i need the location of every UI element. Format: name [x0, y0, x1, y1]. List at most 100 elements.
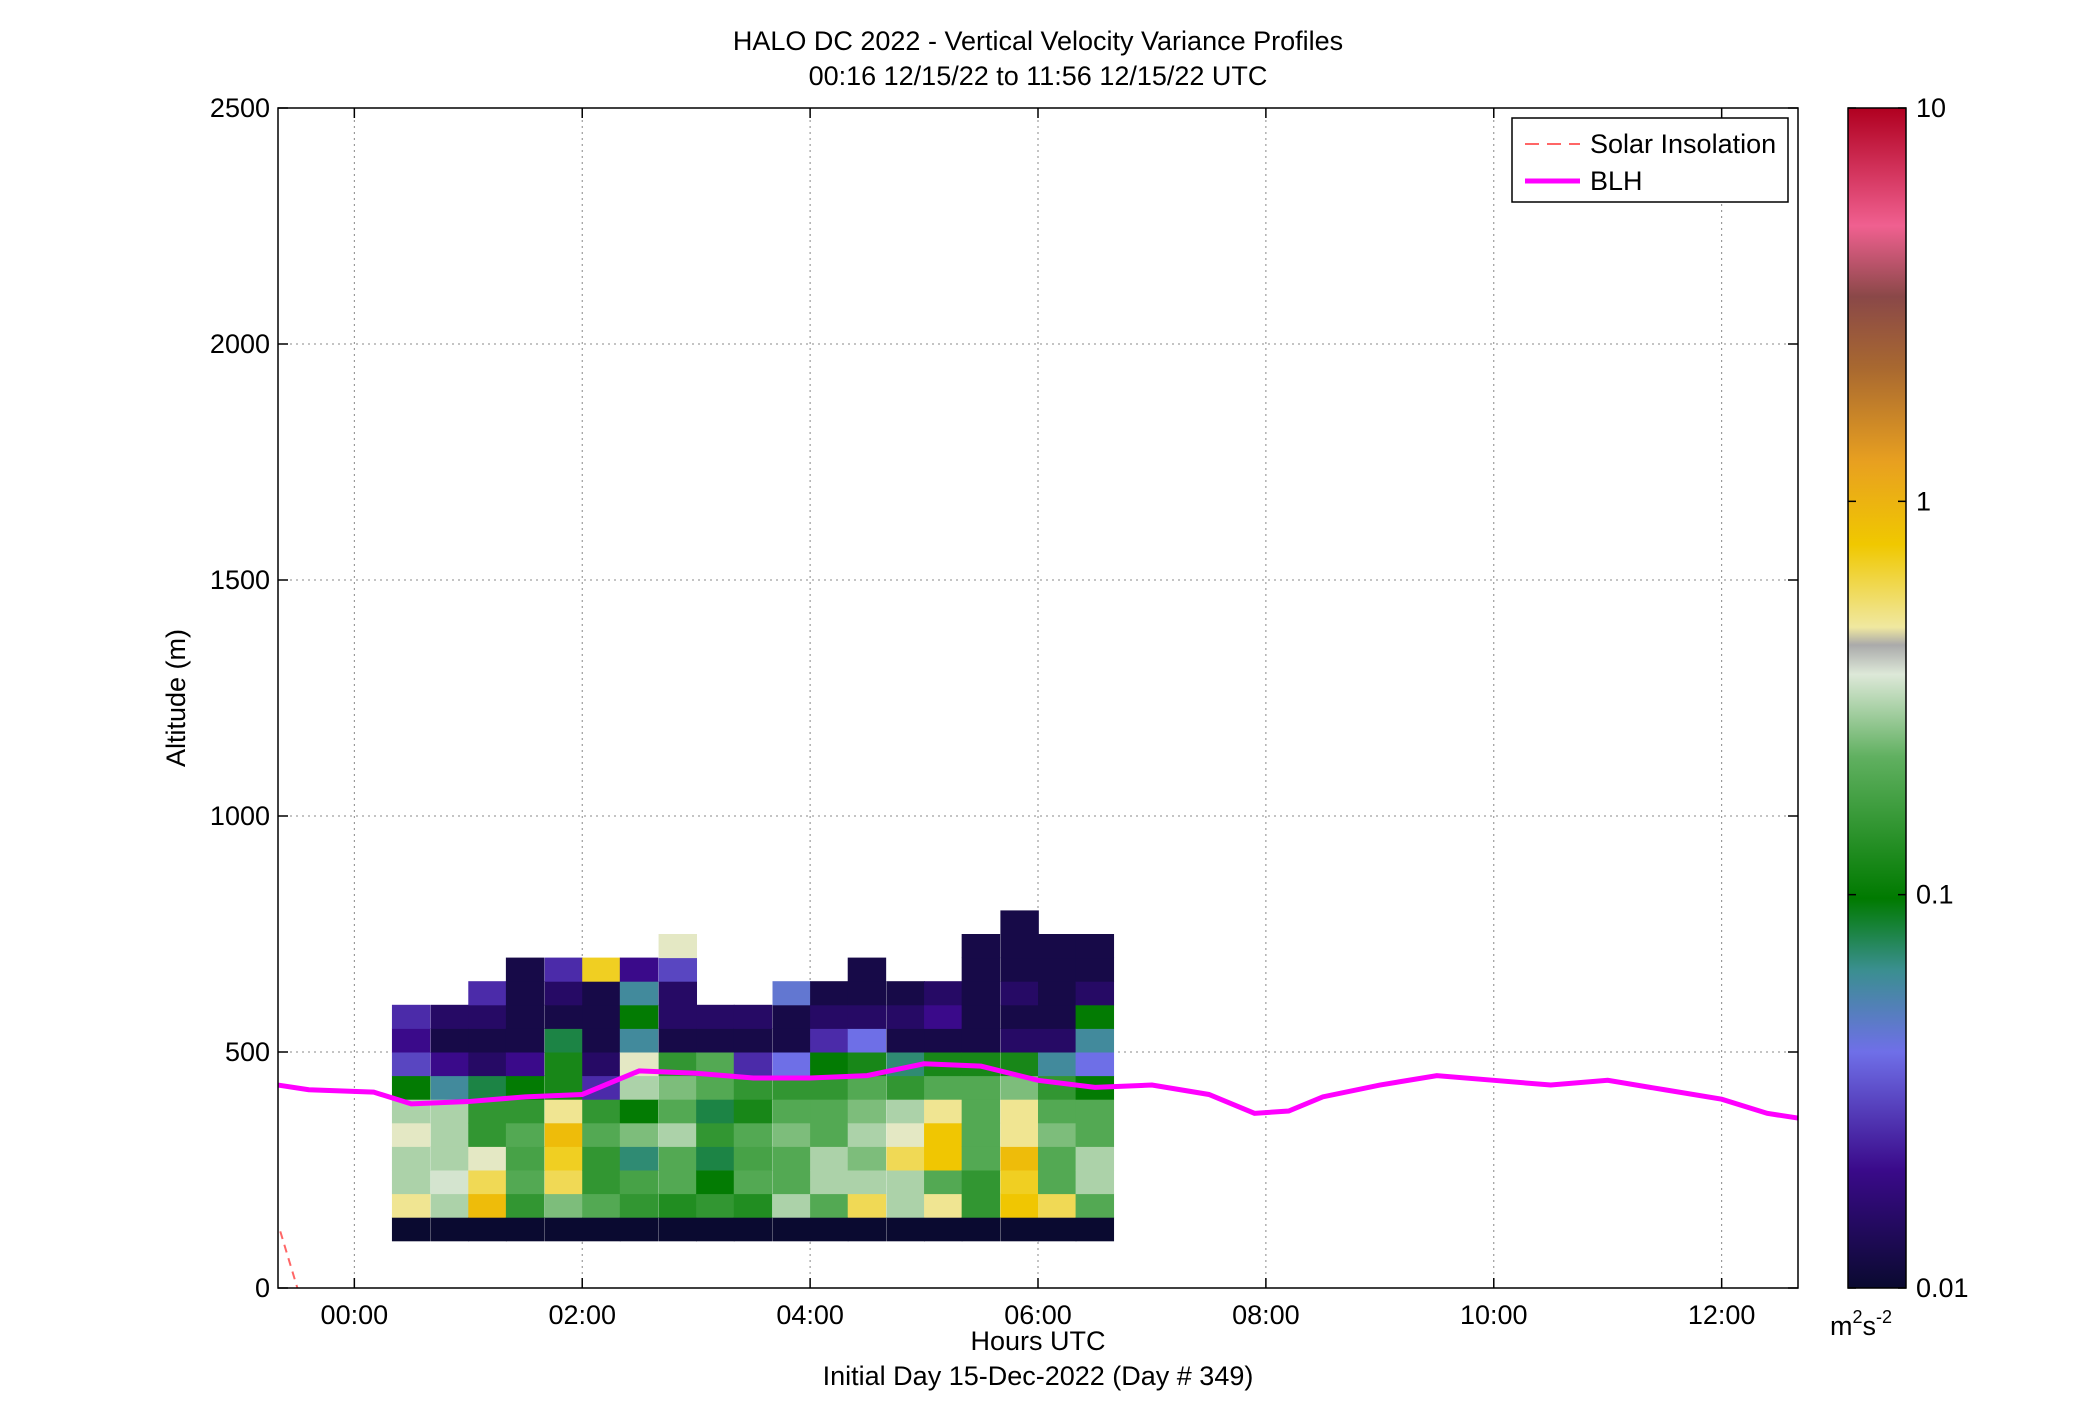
heatmap-cell	[961, 981, 1001, 1006]
colorbar-tick-label: 1	[1916, 486, 1931, 516]
heatmap-cell	[961, 1146, 1001, 1171]
heatmap-cell	[505, 1099, 545, 1124]
heatmap-cell	[658, 1146, 698, 1171]
heatmap-cell	[733, 1170, 773, 1195]
heatmap-cell	[1075, 1052, 1115, 1077]
heatmap-cell	[924, 1217, 963, 1242]
heatmap-cell	[619, 1170, 659, 1195]
heatmap-cell	[505, 1052, 545, 1077]
heatmap-cell	[619, 1122, 659, 1147]
heatmap-cell	[847, 957, 887, 982]
heatmap-cell	[1075, 1170, 1115, 1195]
heatmap-cell	[468, 1052, 507, 1077]
heatmap-cell	[733, 1122, 773, 1147]
heatmap-cell	[430, 1028, 470, 1053]
heatmap-cell	[619, 1193, 659, 1218]
heatmap-cell	[619, 1004, 659, 1029]
series-lines	[277, 1061, 1799, 1289]
heatmap-cell	[733, 1146, 773, 1171]
heatmap-cell	[847, 1122, 887, 1147]
heatmap-cell	[810, 1217, 849, 1242]
heatmap-cell	[430, 1004, 470, 1029]
heatmap-cell	[544, 1193, 584, 1218]
heatmap-cell	[544, 1052, 584, 1077]
heatmap-cell	[810, 1099, 849, 1124]
heatmap-cell	[924, 1004, 963, 1029]
heatmap-cell	[696, 1028, 735, 1053]
heatmap-cell	[505, 1170, 545, 1195]
heatmap-cell	[430, 1146, 470, 1171]
heatmap-cell	[544, 1099, 584, 1124]
heatmap-cell	[658, 1075, 698, 1100]
heatmap-cell	[733, 1004, 773, 1029]
heatmap-cell	[961, 1193, 1001, 1218]
heatmap-cell	[658, 1028, 698, 1053]
heatmap-cell	[810, 981, 849, 1006]
heatmap-cell	[886, 1217, 925, 1242]
heatmap-cell	[886, 981, 925, 1006]
heatmap-cell	[961, 1217, 1001, 1242]
heatmap-cell	[468, 1170, 507, 1195]
heatmap-cell	[391, 1217, 431, 1242]
heatmap-cell	[886, 1170, 925, 1195]
heatmap-cell	[1038, 1146, 1077, 1171]
heatmap-cell	[886, 1122, 925, 1147]
heatmap-cell	[1038, 1052, 1077, 1077]
heatmap-cell	[1075, 957, 1115, 982]
heatmap-cell	[1000, 1146, 1039, 1171]
heatmap-cell	[391, 1052, 431, 1077]
x-tick-label: 12:00	[1688, 1300, 1756, 1330]
heatmap-cell	[582, 1028, 621, 1053]
heatmap-cell	[1075, 1004, 1115, 1029]
heatmap-cell	[619, 1217, 659, 1242]
heatmap-cell	[772, 1099, 811, 1124]
heatmap-cell	[544, 1146, 584, 1171]
heatmap-cell	[505, 1028, 545, 1053]
chart-title: HALO DC 2022 - Vertical Velocity Varianc…	[733, 26, 1343, 56]
legend-blh-label: BLH	[1590, 166, 1643, 196]
heatmap-cell	[430, 1193, 470, 1218]
heatmap-cell	[505, 1004, 545, 1029]
heatmap-cell	[505, 981, 545, 1006]
heatmap-cell	[886, 1075, 925, 1100]
heatmap-cell	[961, 1075, 1001, 1100]
heatmap-cell	[961, 1170, 1001, 1195]
heatmap-cell	[544, 1004, 584, 1029]
heatmap-cell	[1000, 910, 1039, 935]
heatmap-cell	[619, 981, 659, 1006]
legend-box	[1511, 117, 1789, 203]
heatmap-cell	[696, 1004, 735, 1029]
x-ticks: 00:00 02:00 04:00 06:00 08:00 10:00 12:00	[321, 108, 1756, 1330]
chart-subtitle: 00:16 12/15/22 to 11:56 12/15/22 UTC	[809, 61, 1268, 91]
heatmap-cell	[733, 1099, 773, 1124]
heatmap-cell	[1075, 1099, 1115, 1124]
heatmap-cell	[391, 1122, 431, 1147]
heatmap-cell	[619, 1146, 659, 1171]
heatmap-cell	[582, 1004, 621, 1029]
heatmap-cell	[961, 1028, 1001, 1053]
heatmap-cell	[658, 1170, 698, 1195]
heatmap-cell	[810, 1170, 849, 1195]
heatmap-cell	[1075, 1193, 1115, 1218]
heatmap-cell	[1075, 981, 1115, 1006]
heatmap-cell	[582, 981, 621, 1006]
heatmap-cell	[772, 1146, 811, 1171]
heatmap-cell	[1075, 1122, 1115, 1147]
heatmap-cell	[847, 1099, 887, 1124]
heatmap-cell	[810, 1122, 849, 1147]
heatmap-cell	[505, 1217, 545, 1242]
heatmap-cell	[810, 1146, 849, 1171]
heatmap-cell	[847, 1217, 887, 1242]
heatmap-cell	[1038, 1170, 1077, 1195]
heatmap-cell	[544, 1170, 584, 1195]
colorbar-ticks: 0.01 0.1 1 10	[1848, 93, 1969, 1303]
heatmap-cell	[772, 981, 811, 1006]
heatmap-cell	[582, 1146, 621, 1171]
heatmap-cell	[658, 1004, 698, 1029]
heatmap-cell	[961, 934, 1001, 959]
heatmap-cell	[924, 1170, 963, 1195]
heatmap-cell	[391, 1028, 431, 1053]
heatmap-cell	[1038, 1193, 1077, 1218]
y-tick-label: 1500	[210, 565, 270, 595]
x-tick-label: 00:00	[321, 1300, 389, 1330]
